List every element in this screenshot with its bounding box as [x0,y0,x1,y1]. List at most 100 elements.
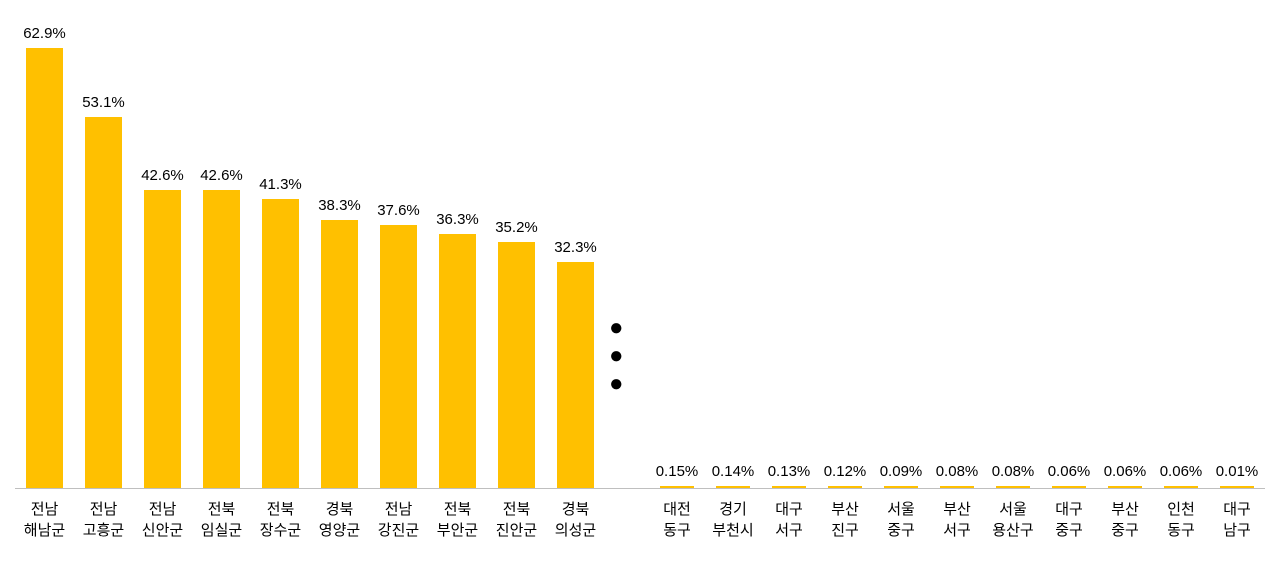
bars-right-group: 0.15% 0.14% 0.13% 0.12% 0.09% 0.08% 0.08% 0.06%… [649,10,1265,488]
bar-item: 0.13% [761,10,817,488]
bar-value-label: 42.6% [141,167,184,184]
bar-item: 0.12% [817,10,873,488]
bar-value-label: 36.3% [436,211,479,228]
x-axis-label-item: 전남고흥군 [74,489,133,541]
x-label-district: 장수군 [260,520,301,541]
bar-rect [85,117,122,488]
bar-rect [439,234,476,488]
x-label-region: 전남 [31,499,59,520]
bar-value-label: 0.06% [1160,463,1203,480]
x-axis-label-item: 부산진구 [817,489,873,541]
bar-rect [557,262,594,488]
x-label-region: 대구 [1223,499,1251,520]
x-label-district: 강진군 [378,520,419,541]
x-axis-label-item: 부산중구 [1097,489,1153,541]
x-label-region: 서울 [999,499,1027,520]
bar-value-label: 37.6% [377,202,420,219]
x-label-region: 대구 [775,499,803,520]
x-label-district: 신안군 [142,520,183,541]
bar-item: 42.6% [133,10,192,488]
x-label-district: 용산구 [992,520,1033,541]
bar-item: 0.14% [705,10,761,488]
bar-value-label: 0.14% [712,463,755,480]
plot-area: 62.9% 53.1% 42.6% 42.6% 41.3% 38.3% 37.6% 36.3%… [15,10,1265,488]
x-axis-label-item: 전남해남군 [15,489,74,541]
bar-value-label: 0.06% [1104,463,1147,480]
x-label-region: 대구 [1055,499,1083,520]
bar-value-label: 0.15% [656,463,699,480]
x-axis-label-item: 전남신안군 [133,489,192,541]
bar-value-label: 0.06% [1048,463,1091,480]
bar-item: 38.3% [310,10,369,488]
bar-value-label: 41.3% [259,176,302,193]
x-axis-label-item: 경북의성군 [546,489,605,541]
x-labels-left: 전남해남군전남고흥군전남신안군전북임실군전북장수군경북영양군전남강진군전북부안군… [15,489,605,541]
x-label-region: 부산 [943,499,971,520]
ellipsis-separator: ● ● ● [605,314,649,488]
x-label-region: 경북 [326,499,354,520]
bar-value-label: 0.08% [992,463,1035,480]
x-label-district: 임실군 [201,520,242,541]
x-label-district: 부천시 [712,520,753,541]
x-label-district: 의성군 [555,520,596,541]
bar-value-label: 0.09% [880,463,923,480]
bar-value-label: 0.08% [936,463,979,480]
bar-item: 0.08% [929,10,985,488]
x-label-region: 대전 [663,499,691,520]
x-axis-label-item: 대구중구 [1041,489,1097,541]
bar-value-label: 42.6% [200,167,243,184]
bar-item: 42.6% [192,10,251,488]
x-label-region: 경북 [562,499,590,520]
x-axis-label-item: 대구서구 [761,489,817,541]
bar-chart: 62.9% 53.1% 42.6% 42.6% 41.3% 38.3% 37.6% 36.3%… [0,0,1280,561]
x-labels-right: 대전동구경기부천시대구서구부산진구서울중구부산서구서울용산구대구중구부산중구인천… [649,489,1265,541]
bar-rect [380,225,417,488]
x-label-district: 진구 [831,520,859,541]
x-label-region: 경기 [719,499,747,520]
x-axis-label-item: 전북임실군 [192,489,251,541]
bar-rect [321,220,358,488]
bar-value-label: 53.1% [82,94,125,111]
labels-spacer [605,489,649,541]
bar-rect [262,199,299,488]
bar-item: 41.3% [251,10,310,488]
bar-item: 0.15% [649,10,705,488]
bar-item: 35.2% [487,10,546,488]
x-axis-label-item: 전북장수군 [251,489,310,541]
x-label-region: 전남 [385,499,413,520]
x-label-region: 전북 [208,499,236,520]
x-label-district: 서구 [943,520,971,541]
bar-value-label: 38.3% [318,197,361,214]
x-label-region: 부산 [831,499,859,520]
x-label-district: 해남군 [24,520,65,541]
bar-item: 32.3% [546,10,605,488]
x-axis-labels: 전남해남군전남고흥군전남신안군전북임실군전북장수군경북영양군전남강진군전북부안군… [15,489,1265,541]
x-label-district: 진안군 [496,520,537,541]
x-label-district: 중구 [1111,520,1139,541]
x-axis-label-item: 대구남구 [1209,489,1265,541]
x-label-district: 남구 [1223,520,1251,541]
x-label-region: 전남 [149,499,177,520]
bar-item: 37.6% [369,10,428,488]
bar-item: 53.1% [74,10,133,488]
bar-item: 0.06% [1097,10,1153,488]
bar-item: 36.3% [428,10,487,488]
bar-value-label: 35.2% [495,219,538,236]
x-axis-label-item: 경북영양군 [310,489,369,541]
bar-item: 0.06% [1153,10,1209,488]
bar-rect [203,190,240,488]
bar-value-label: 0.01% [1216,463,1259,480]
x-axis-label-item: 부산서구 [929,489,985,541]
bar-value-label: 32.3% [554,239,597,256]
x-label-region: 전남 [90,499,118,520]
bar-value-label: 0.13% [768,463,811,480]
x-axis-label-item: 인천동구 [1153,489,1209,541]
bar-item: 62.9% [15,10,74,488]
x-label-region: 전북 [267,499,295,520]
bar-rect [498,242,535,488]
x-label-district: 영양군 [319,520,360,541]
x-axis-label-item: 경기부천시 [705,489,761,541]
bar-value-label: 62.9% [23,25,66,42]
bar-item: 0.06% [1041,10,1097,488]
x-label-district: 동구 [1167,520,1195,541]
